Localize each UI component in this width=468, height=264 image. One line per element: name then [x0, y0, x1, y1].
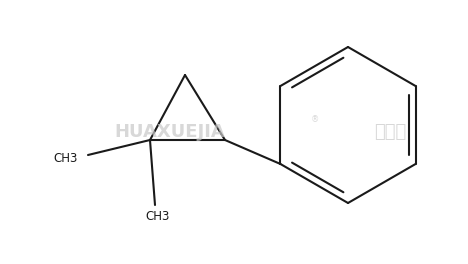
Text: 化学加: 化学加 [374, 123, 406, 141]
Text: CH3: CH3 [146, 210, 170, 223]
Text: HUAXUEJIA: HUAXUEJIA [115, 123, 226, 141]
Text: CH3: CH3 [54, 152, 78, 164]
Text: ®: ® [311, 116, 319, 125]
